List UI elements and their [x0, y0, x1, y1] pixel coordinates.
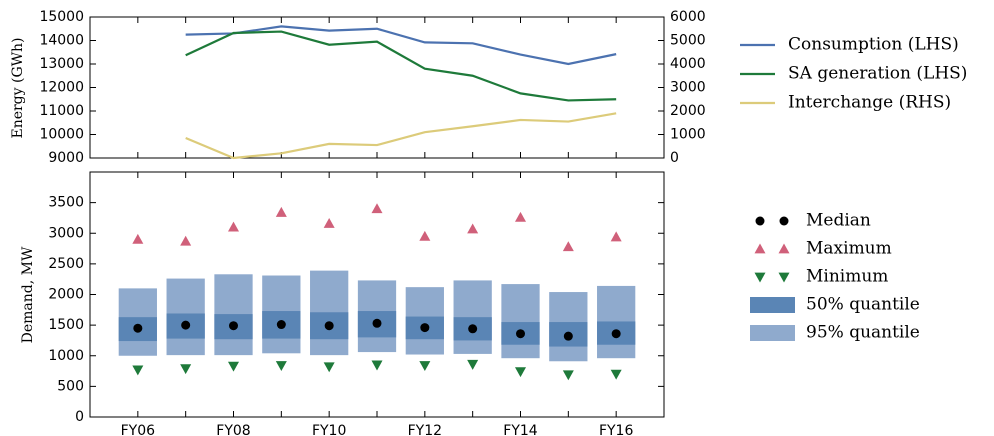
y2-tick-label: 4000 — [670, 56, 706, 72]
y-tick-label: 10000 — [39, 127, 84, 143]
y2-tick-label: 5000 — [670, 33, 706, 49]
max-marker — [180, 235, 192, 246]
y-tick-label: 2000 — [48, 287, 84, 303]
legend-marker — [755, 216, 765, 226]
min-marker — [467, 359, 479, 370]
legend-marker — [754, 243, 766, 254]
y-tick-label: 15000 — [39, 9, 84, 25]
median-marker — [133, 323, 143, 333]
median-marker — [468, 324, 478, 334]
x-tick-label: FY14 — [503, 423, 538, 436]
legend-label: Maximum — [806, 239, 892, 259]
y2-tick-label: 2000 — [670, 103, 706, 119]
legend-label: 95% quantile — [806, 323, 920, 343]
y-tick-label: 0 — [75, 409, 84, 425]
max-marker — [275, 206, 287, 217]
max-marker — [419, 230, 431, 241]
max-marker — [610, 231, 622, 242]
y-tick-label: 11000 — [39, 103, 84, 119]
median-marker — [229, 321, 238, 331]
legend-marker — [779, 216, 789, 226]
median-marker — [563, 331, 573, 341]
median-marker — [276, 320, 286, 330]
median-marker — [372, 318, 382, 328]
min-marker — [132, 365, 144, 376]
median-marker — [324, 321, 334, 331]
top-frame — [89, 16, 665, 159]
max-marker — [467, 223, 479, 234]
y-tick-label: 14000 — [39, 33, 84, 49]
max-marker — [562, 241, 574, 252]
legend-marker — [754, 272, 766, 283]
max-marker — [228, 221, 239, 232]
min-marker — [562, 370, 574, 381]
y-tick-label: 1500 — [48, 317, 84, 333]
quantile-band — [501, 284, 540, 359]
min-marker — [515, 367, 526, 378]
min-marker — [228, 361, 239, 372]
line — [185, 30, 617, 102]
line — [185, 112, 617, 160]
y2-tick-label: 3000 — [670, 80, 706, 96]
median-marker — [516, 329, 525, 339]
legend-marker — [778, 243, 790, 254]
max-marker — [323, 217, 335, 228]
min-marker — [323, 362, 335, 373]
y2-tick-label: 1000 — [670, 127, 706, 143]
min-marker — [610, 369, 622, 380]
y-label: Demand, MW — [20, 246, 36, 343]
y-tick-label: 1000 — [48, 348, 84, 364]
max-marker — [515, 211, 526, 222]
x-tick-label: FY06 — [121, 423, 156, 436]
y-tick-label: 500 — [57, 378, 84, 394]
min-marker — [180, 364, 192, 375]
median-marker — [420, 323, 430, 333]
y-tick-label: 13000 — [39, 56, 84, 72]
y2-tick-label: 0 — [670, 150, 679, 166]
median-marker — [181, 320, 191, 330]
legend-label: Interchange (RHS) — [788, 93, 951, 113]
x-tick-label: FY10 — [312, 423, 346, 436]
min-marker — [371, 360, 383, 371]
x-tick-label: FY12 — [408, 423, 442, 436]
line — [185, 25, 617, 66]
max-marker — [371, 203, 383, 214]
legend-patch — [750, 325, 795, 341]
y-tick-label: 12000 — [39, 80, 84, 96]
y2-tick-label: 6000 — [670, 9, 706, 25]
legend-label: 50% quantile — [806, 295, 920, 315]
x-tick-label: FY16 — [599, 423, 634, 436]
y-tick-label: 3500 — [48, 195, 84, 211]
median-marker — [611, 329, 621, 339]
y-tick-label: 2500 — [48, 256, 84, 272]
y-tick-label: 9000 — [48, 150, 84, 166]
max-marker — [132, 233, 144, 244]
legend-label: SA generation (LHS) — [788, 64, 967, 84]
legend-patch — [750, 297, 795, 313]
legend-marker — [778, 272, 790, 283]
min-marker — [419, 361, 431, 372]
y-tick-label: 3000 — [48, 225, 84, 241]
y-label: Energy (GWh) — [10, 37, 26, 138]
x-tick-label: FY08 — [216, 423, 250, 436]
legend-label: Consumption (LHS) — [788, 35, 959, 55]
legend-label: Minimum — [806, 267, 888, 287]
min-marker — [275, 361, 287, 372]
legend-label: Median — [806, 211, 871, 231]
